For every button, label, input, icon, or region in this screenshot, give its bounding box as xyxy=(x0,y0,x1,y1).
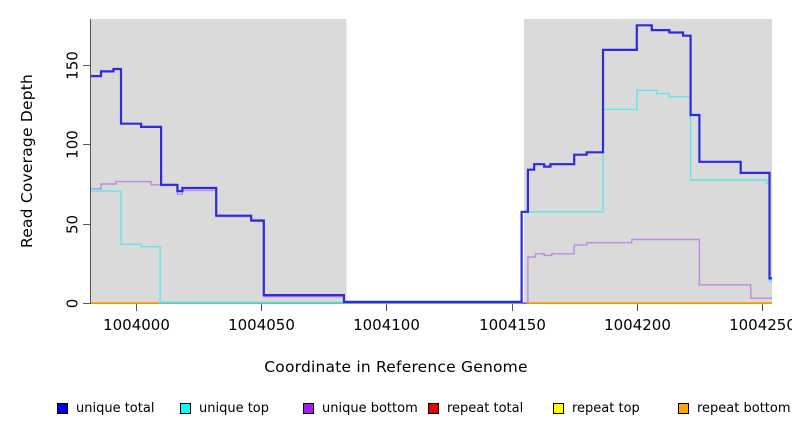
repeat-top-swatch xyxy=(553,402,564,414)
legend-item-unique-bottom: unique bottom xyxy=(303,399,418,417)
y-tick-label: 100 xyxy=(63,130,81,159)
chart-svg: 0 50 100 150 1004000 1004050 1004100 1004150 100… xyxy=(63,19,792,334)
unique-bottom-swatch xyxy=(303,402,314,414)
legend-label: unique top xyxy=(199,400,270,416)
legend-label: unique total xyxy=(76,400,155,416)
legend-item-unique-total: unique total xyxy=(57,399,154,417)
x-axis-title: Coordinate in Reference Genome xyxy=(264,358,528,376)
series-unique-total-line xyxy=(91,24,772,303)
repeat-bottom-swatch xyxy=(678,402,689,414)
legend-item-unique-top: unique top xyxy=(180,399,269,417)
legend-label: unique bottom xyxy=(322,400,418,416)
legend-item-repeat-bottom: repeat bottom xyxy=(678,399,791,417)
y-tick-label: 50 xyxy=(63,215,81,234)
legend-label: repeat bottom xyxy=(697,400,791,416)
y-tick-label: 150 xyxy=(63,51,81,80)
unique-total-swatch xyxy=(57,402,68,414)
repeat-region-left-band xyxy=(91,19,347,303)
x-tick-label: 1004050 xyxy=(228,316,295,334)
legend-item-repeat-top: repeat top xyxy=(553,399,640,417)
legend-label: repeat top xyxy=(572,400,640,416)
legend-item-repeat-total: repeat total xyxy=(428,399,523,417)
x-tick-label: 1004000 xyxy=(103,316,170,334)
legend-label: repeat total xyxy=(447,400,524,416)
unique-top-swatch xyxy=(180,402,191,414)
x-tick-label: 1004200 xyxy=(604,316,671,334)
x-tick-label: 1004250 xyxy=(729,316,792,334)
x-tick-label: 1004100 xyxy=(353,316,420,334)
series-unique-top-line xyxy=(91,89,772,304)
x-tick-label: 1004150 xyxy=(479,316,546,334)
repeat-total-swatch xyxy=(428,402,439,414)
y-axis-title: Read Coverage Depth xyxy=(18,73,36,249)
y-tick-label: 0 xyxy=(63,299,81,309)
